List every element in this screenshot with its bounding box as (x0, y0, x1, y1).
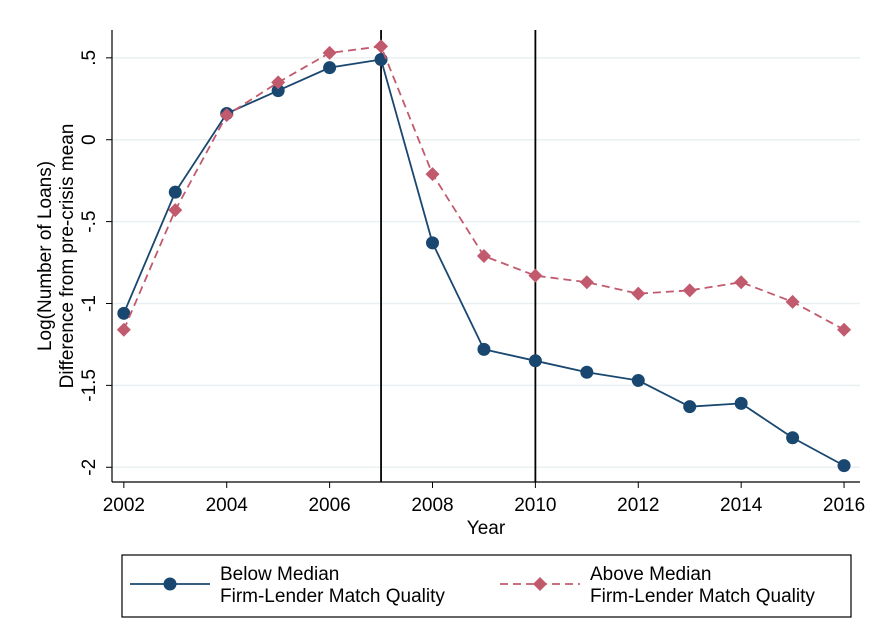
legend-label-line: Above Median (590, 564, 711, 585)
marker (734, 275, 749, 290)
legend-box (121, 554, 852, 618)
x-tick-label: 2004 (206, 495, 249, 516)
marker (477, 342, 491, 356)
x-axis-title: Year (467, 518, 506, 539)
marker (271, 75, 286, 90)
marker (322, 45, 337, 60)
y-tick-label: -2 (79, 459, 100, 476)
marker (476, 249, 491, 263)
marker (837, 322, 852, 337)
legend-label: Below Median Firm-Lender Match Quality (220, 564, 445, 607)
x-tick-label: 2012 (617, 495, 659, 516)
legend-marker (533, 577, 547, 591)
x-tick-label: 2014 (720, 495, 763, 516)
x-tick-label: 2008 (411, 495, 453, 516)
x-tick-label: 2010 (514, 495, 556, 516)
marker (528, 268, 543, 283)
marker (837, 459, 851, 473)
marker (786, 431, 800, 445)
marker (425, 167, 440, 182)
marker (374, 52, 388, 66)
y-axis-title: Difference from pre-crisis mean (57, 124, 78, 389)
marker (785, 294, 800, 309)
marker (425, 236, 439, 250)
marker (168, 185, 182, 199)
marker (580, 365, 594, 379)
legend-label-line: Below Median (220, 564, 339, 585)
marker (682, 283, 697, 298)
y-axis-title: Log(Number of Loans) (35, 161, 56, 351)
legend-marker (163, 577, 177, 591)
marker (579, 275, 594, 290)
y-tick-label: -1.5 (79, 369, 100, 402)
marker (116, 322, 131, 337)
x-tick-label: 2006 (308, 495, 350, 516)
marker (271, 84, 285, 98)
marker (683, 400, 697, 414)
marker (117, 306, 131, 320)
legend-label: Above Median Firm-Lender Match Quality (590, 564, 815, 607)
x-tick-label: 2002 (103, 495, 145, 516)
marker (528, 354, 542, 368)
x-tick-label: 2016 (823, 495, 865, 516)
marker (734, 396, 748, 410)
legend-label-line: Firm-Lender Match Quality (220, 586, 445, 607)
y-tick-label: .5 (79, 50, 100, 66)
legend-label-line: Firm-Lender Match Quality (590, 586, 815, 607)
marker (631, 373, 645, 387)
marker (219, 108, 234, 123)
y-tick-label: -.5 (79, 211, 100, 233)
marker (631, 286, 646, 301)
marker (374, 39, 389, 54)
y-tick-label: 0 (79, 134, 100, 145)
marker (323, 61, 337, 75)
marker (168, 203, 183, 218)
y-tick-label: -1 (79, 295, 100, 312)
